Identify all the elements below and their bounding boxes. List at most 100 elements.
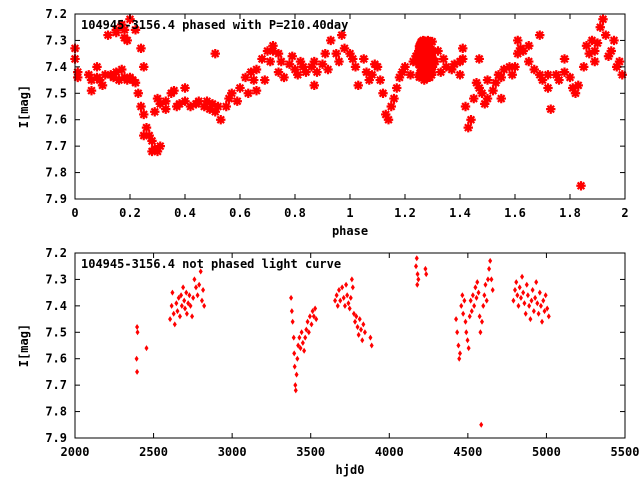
data-point bbox=[232, 96, 242, 106]
data-point bbox=[199, 297, 204, 304]
data-point bbox=[295, 355, 300, 362]
data-point bbox=[155, 99, 165, 109]
data-point bbox=[469, 308, 474, 315]
data-point bbox=[469, 93, 479, 104]
data-point bbox=[301, 67, 311, 77]
data-point bbox=[424, 44, 434, 54]
data-point bbox=[184, 289, 189, 296]
phased-x-tick-label: 1.2 bbox=[394, 206, 416, 220]
data-point bbox=[190, 313, 195, 320]
data-point bbox=[306, 329, 311, 336]
data-point bbox=[119, 25, 130, 35]
data-point bbox=[415, 271, 420, 278]
data-point bbox=[309, 80, 319, 91]
data-point bbox=[529, 297, 534, 304]
data-point bbox=[554, 75, 564, 85]
data-point bbox=[483, 281, 488, 288]
data-point bbox=[400, 62, 410, 72]
data-point bbox=[475, 279, 480, 286]
data-point bbox=[300, 339, 305, 346]
data-point bbox=[510, 62, 520, 72]
data-point bbox=[347, 305, 352, 312]
data-point bbox=[471, 78, 482, 88]
data-point bbox=[520, 273, 525, 280]
data-point bbox=[306, 62, 317, 72]
data-point bbox=[155, 141, 165, 151]
data-point bbox=[197, 281, 202, 288]
data-point bbox=[174, 300, 179, 307]
data-point bbox=[293, 70, 303, 80]
data-point bbox=[333, 297, 338, 304]
data-point bbox=[425, 57, 435, 67]
data-point bbox=[458, 43, 468, 54]
data-point bbox=[221, 101, 231, 112]
data-point bbox=[144, 345, 149, 352]
data-point bbox=[317, 59, 328, 69]
data-point bbox=[533, 294, 538, 301]
data-point bbox=[299, 329, 304, 336]
data-point bbox=[441, 62, 451, 72]
data-point bbox=[481, 302, 486, 309]
unphased-y-tick-label: 7.7 bbox=[45, 378, 67, 392]
data-point bbox=[527, 302, 532, 309]
unphased-y-tick-label: 7.6 bbox=[45, 352, 67, 366]
unphased-axis-ticks: 2000 2500 3000 3500 4000 4500 5000 5500 7.2 7.3 7.… bbox=[45, 246, 639, 459]
data-point bbox=[147, 136, 157, 146]
data-point bbox=[168, 316, 173, 323]
data-point bbox=[414, 60, 424, 70]
data-point bbox=[477, 88, 487, 98]
data-point bbox=[455, 70, 465, 80]
data-point bbox=[470, 292, 475, 299]
data-point bbox=[147, 146, 157, 157]
data-point bbox=[175, 308, 180, 315]
data-point bbox=[418, 35, 428, 46]
data-point bbox=[499, 64, 509, 75]
data-point bbox=[397, 67, 407, 77]
unphased-x-tick-label: 2000 bbox=[61, 445, 90, 459]
data-point bbox=[141, 122, 152, 133]
data-point bbox=[307, 313, 312, 320]
data-point bbox=[420, 61, 431, 71]
data-point bbox=[353, 80, 363, 91]
data-point bbox=[551, 70, 561, 80]
data-point bbox=[235, 83, 245, 93]
unphased-y-tick-label: 7.3 bbox=[45, 272, 67, 286]
data-point bbox=[135, 329, 140, 336]
data-point bbox=[460, 101, 471, 112]
data-point bbox=[361, 321, 366, 328]
data-point bbox=[353, 318, 358, 325]
data-point bbox=[438, 54, 449, 64]
data-point bbox=[617, 70, 627, 80]
data-point bbox=[559, 67, 570, 77]
phased-x-tick-label: 1 bbox=[346, 206, 353, 220]
data-point bbox=[468, 297, 473, 304]
data-point bbox=[114, 75, 124, 85]
phased-x-tick-label: 0.2 bbox=[119, 206, 141, 220]
data-point bbox=[478, 329, 483, 336]
data-point bbox=[612, 62, 622, 72]
data-point bbox=[150, 107, 160, 117]
phased-y-tick-label: 7.9 bbox=[45, 192, 67, 206]
data-point bbox=[507, 70, 517, 80]
data-point bbox=[535, 30, 545, 40]
data-point bbox=[279, 72, 289, 83]
data-point bbox=[408, 56, 418, 67]
unphased-x-tick-label: 4000 bbox=[375, 445, 404, 459]
data-point bbox=[517, 284, 522, 291]
data-point bbox=[457, 355, 462, 362]
data-point bbox=[303, 334, 308, 341]
data-point bbox=[570, 88, 581, 98]
phased-y-tick-label: 7.6 bbox=[45, 113, 67, 127]
data-point bbox=[216, 115, 226, 125]
data-point bbox=[485, 276, 490, 283]
data-point bbox=[456, 342, 461, 349]
data-point bbox=[100, 70, 110, 80]
data-point bbox=[449, 59, 460, 69]
data-point bbox=[484, 297, 489, 304]
data-point bbox=[536, 310, 541, 317]
data-point bbox=[474, 83, 484, 93]
data-point bbox=[423, 70, 433, 80]
data-point bbox=[392, 83, 402, 93]
data-point bbox=[614, 56, 625, 67]
data-point bbox=[152, 93, 163, 104]
